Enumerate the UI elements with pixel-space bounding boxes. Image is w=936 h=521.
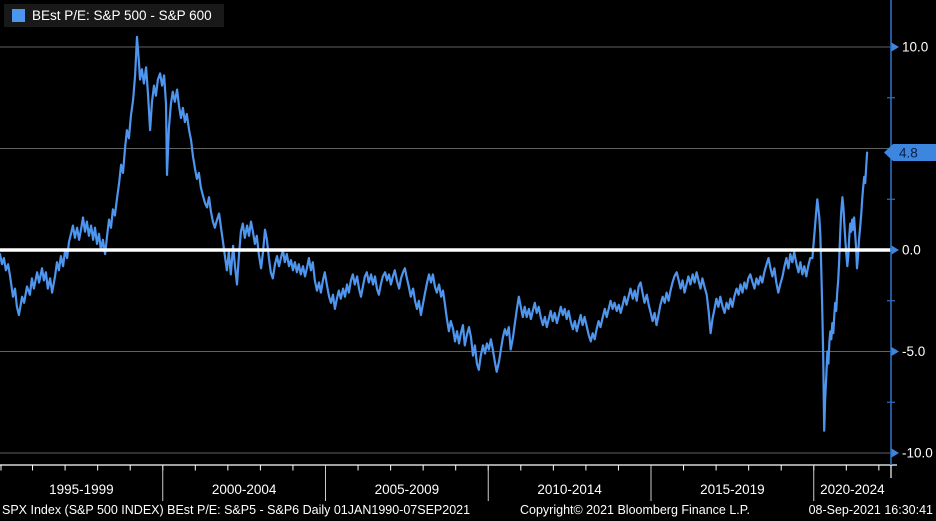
x-section-label: 2020-2024	[820, 482, 885, 497]
series-line[interactable]	[0, 35, 869, 432]
footer-security-info: SPX Index (S&P 500 INDEX) BEst P/E: S&P5…	[2, 503, 471, 517]
x-section-label: 2005-2009	[374, 482, 440, 497]
y-tick-arrow-icon	[891, 347, 899, 356]
y-axis-label: 10.0	[902, 40, 928, 55]
footer-timestamp: 08-Sep-2021 16:30:41	[808, 503, 933, 517]
series-swatch-icon	[12, 9, 25, 22]
last-price-tag	[884, 144, 936, 162]
footer-copyright: Copyright© 2021 Bloomberg Finance L.P.	[520, 503, 750, 517]
y-tick-arrow-icon	[891, 245, 899, 255]
legend-label: BEst P/E: S&P 500 - S&P 600	[32, 8, 212, 23]
x-section-label: 1995-1999	[49, 482, 114, 497]
y-axis-label: -10.0	[902, 446, 933, 461]
y-axis-label: 0.0	[902, 243, 921, 258]
y-tick-arrow-icon	[891, 42, 899, 52]
x-section-label: 2015-2019	[700, 482, 765, 497]
y-axis-label: -5.0	[902, 344, 925, 359]
x-section-label: 2010-2014	[537, 482, 602, 497]
legend[interactable]: BEst P/E: S&P 500 - S&P 600	[4, 4, 224, 27]
last-price-tag-label: 4.8	[899, 145, 918, 160]
y-tick-arrow-icon	[891, 448, 899, 458]
x-section-label: 2000-2004	[211, 482, 277, 497]
chart-footer: SPX Index (S&P 500 INDEX) BEst P/E: S&P5…	[0, 503, 936, 521]
